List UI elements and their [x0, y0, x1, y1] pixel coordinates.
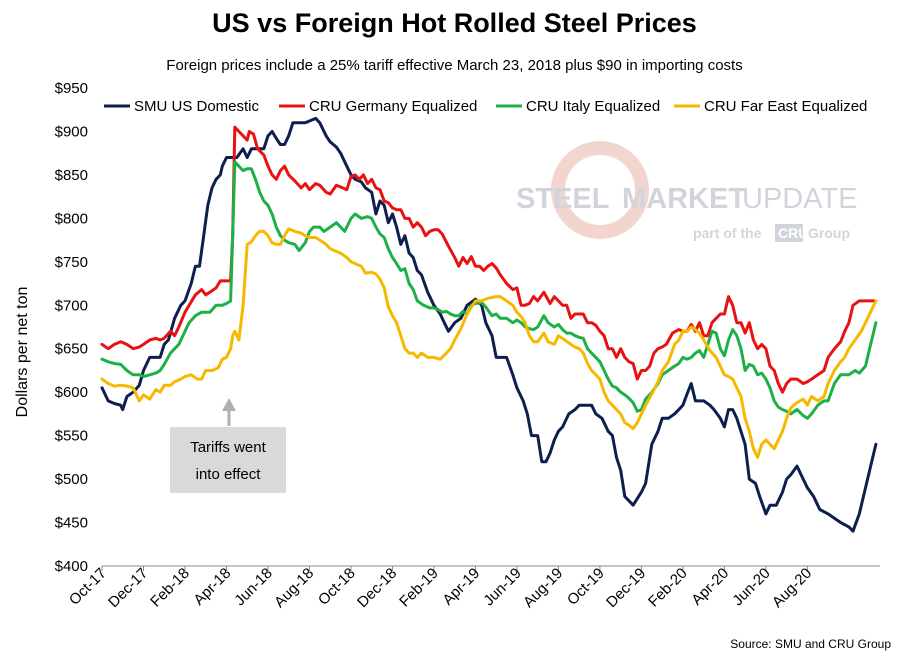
- y-tick-label: $500: [55, 471, 88, 488]
- x-tick-label: Jun-20: [729, 565, 773, 609]
- x-tick-label: Feb-19: [396, 565, 442, 611]
- y-tick-label: $400: [55, 558, 88, 575]
- y-axis-ticks: $400 $450 $500 $550 $600 $650 $700 $750 $800 $850…: [55, 80, 88, 575]
- series-line-2: [100, 125, 876, 394]
- annotation-box: [170, 427, 286, 493]
- series-line-1: [100, 116, 878, 533]
- watermark-swoosh-icon: [551, 141, 649, 239]
- x-tick-label: Aug-19: [520, 565, 566, 611]
- legend: SMU US Domestic CRU Germany Equalized CRU …: [104, 98, 867, 115]
- y-tick-label: $450: [55, 515, 88, 532]
- x-tick-label: Oct-19: [564, 565, 608, 609]
- x-tick-label: Oct-18: [315, 565, 359, 609]
- series-line-3: [100, 160, 878, 420]
- legend-label: CRU Germany Equalized: [309, 98, 477, 115]
- x-tick-label: Dec-19: [603, 565, 649, 611]
- y-tick-label: $650: [55, 341, 88, 358]
- watermark-logo: STEEL MARKET UPDATE part of the CRU Grou…: [516, 141, 857, 242]
- y-axis-label: Dollars per net ton: [14, 287, 31, 418]
- watermark-market: MARKET: [622, 183, 746, 215]
- watermark-cru-box: [775, 224, 803, 242]
- watermark-update: UPDATE: [742, 183, 857, 215]
- y-tick-label: $800: [55, 210, 88, 227]
- series-lines: [100, 116, 878, 533]
- annotation-line-2: into effect: [196, 466, 262, 483]
- y-tick-label: $550: [55, 428, 88, 445]
- y-tick-label: $700: [55, 297, 88, 314]
- x-tick-label: Jun-18: [231, 565, 275, 609]
- x-tick-label: Jun-19: [480, 565, 524, 609]
- watermark-group: Group: [808, 225, 850, 241]
- y-tick-label: $750: [55, 254, 88, 271]
- chart-title: US vs Foreign Hot Rolled Steel Prices: [212, 8, 697, 38]
- x-tick-label: Dec-17: [105, 565, 151, 611]
- annotation-line-1: Tariffs went: [190, 439, 266, 456]
- tariff-annotation: Tariffs went into effect: [170, 398, 286, 493]
- x-tick-label: Apr-20: [688, 565, 732, 609]
- legend-label: CRU Far East Equalized: [704, 98, 867, 115]
- watermark-partof: part of the: [693, 225, 762, 241]
- y-tick-label: $900: [55, 123, 88, 140]
- y-tick-label: $950: [55, 80, 88, 97]
- chart-subtitle: Foreign prices include a 25% tariff effe…: [166, 57, 743, 74]
- x-tick-label: Apr-19: [439, 565, 483, 609]
- legend-label: CRU Italy Equalized: [526, 98, 660, 115]
- watermark-steel: STEEL: [516, 183, 609, 215]
- x-tick-label: Aug-18: [271, 565, 317, 611]
- legend-label: SMU US Domestic: [134, 98, 260, 115]
- x-tick-label: Apr-18: [190, 565, 234, 609]
- series-line-4: [100, 227, 878, 459]
- x-tick-label: Feb-20: [645, 565, 691, 611]
- watermark-cru: CRU: [778, 225, 808, 241]
- x-tick-label: Feb-18: [147, 565, 193, 611]
- x-axis-ticks: Oct-17Dec-17Feb-18Apr-18Jun-18Aug-18Oct-…: [66, 565, 815, 611]
- y-tick-label: $600: [55, 384, 88, 401]
- source-note: Source: SMU and CRU Group: [730, 637, 891, 651]
- y-tick-label: $850: [55, 167, 88, 184]
- arrow-up-icon: [222, 398, 236, 411]
- x-tick-label: Aug-20: [769, 565, 815, 611]
- x-tick-label: Dec-18: [354, 565, 400, 611]
